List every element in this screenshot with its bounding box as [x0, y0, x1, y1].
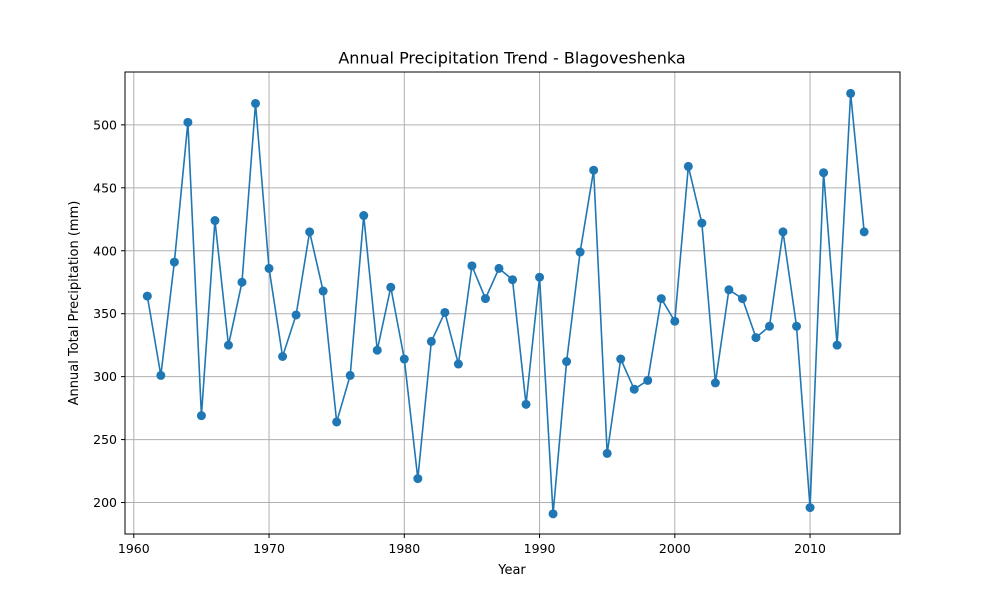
y-tick-label: 200 — [93, 495, 117, 510]
data-point — [737, 294, 747, 304]
data-point — [575, 247, 585, 257]
data-point — [278, 352, 288, 362]
data-point — [562, 357, 572, 367]
data-point — [859, 227, 869, 237]
y-tick-label: 500 — [93, 117, 117, 132]
y-tick-label: 350 — [93, 306, 117, 321]
data-point — [359, 211, 369, 221]
data-point — [413, 474, 423, 484]
x-tick-label: 1980 — [388, 541, 420, 556]
data-point — [251, 98, 261, 108]
data-point — [697, 218, 707, 228]
x-tick-label: 1960 — [118, 541, 150, 556]
data-point — [480, 294, 490, 304]
data-point — [386, 282, 396, 292]
data-point — [805, 503, 815, 513]
data-point — [183, 117, 193, 127]
data-point — [670, 316, 680, 326]
data-point — [643, 375, 653, 385]
data-point — [846, 88, 856, 98]
x-tick-label: 2010 — [794, 541, 826, 556]
data-point — [223, 340, 233, 350]
data-point — [521, 399, 531, 409]
axis-ticks: 1960 1970 1980 1990 2000 2010 200 250 300 350 400 4… — [93, 117, 826, 556]
data-point — [751, 333, 761, 343]
data-point — [629, 384, 639, 394]
data-point — [792, 321, 802, 331]
data-point — [426, 336, 436, 346]
data-point — [318, 286, 328, 296]
data-point — [616, 354, 626, 364]
series-group — [142, 88, 869, 519]
data-point — [142, 291, 152, 301]
plot-frame — [124, 71, 901, 535]
data-point — [683, 161, 693, 171]
y-tick-label: 450 — [93, 180, 117, 195]
y-axis-label: Annual Total Precipitation (mm) — [67, 201, 82, 406]
data-point — [764, 321, 774, 331]
data-point — [778, 227, 788, 237]
data-point — [602, 448, 612, 458]
y-tick-label: 250 — [93, 432, 117, 447]
series-line — [146, 93, 865, 514]
y-tick-label: 400 — [93, 243, 117, 258]
data-point — [156, 370, 166, 380]
data-point — [548, 509, 558, 519]
data-point — [656, 294, 666, 304]
chart-title: Annual Precipitation Trend - Blagoveshen… — [338, 49, 685, 68]
data-point — [724, 285, 734, 295]
data-point — [372, 345, 382, 355]
data-point — [494, 263, 504, 273]
data-point — [508, 275, 517, 285]
data-point — [196, 411, 206, 421]
data-point — [819, 168, 829, 178]
x-axis-label: Year — [497, 563, 526, 578]
x-tick-label: 1990 — [524, 541, 556, 556]
data-point — [210, 216, 220, 226]
data-point — [440, 307, 450, 317]
x-tick-label: 2000 — [659, 541, 691, 556]
data-point — [467, 261, 477, 271]
data-point — [345, 370, 355, 380]
data-point — [399, 354, 409, 364]
grid-lines — [125, 72, 900, 534]
x-tick-label: 1970 — [253, 541, 285, 556]
data-point — [535, 272, 545, 282]
data-point — [332, 417, 342, 427]
data-point — [589, 165, 599, 175]
data-point — [710, 378, 720, 388]
data-point — [832, 340, 842, 350]
y-tick-label: 300 — [93, 369, 117, 384]
data-point — [264, 263, 274, 273]
data-point — [237, 277, 247, 287]
data-point — [169, 257, 179, 267]
data-point — [453, 359, 463, 369]
data-point — [305, 227, 315, 237]
data-point — [291, 310, 301, 320]
